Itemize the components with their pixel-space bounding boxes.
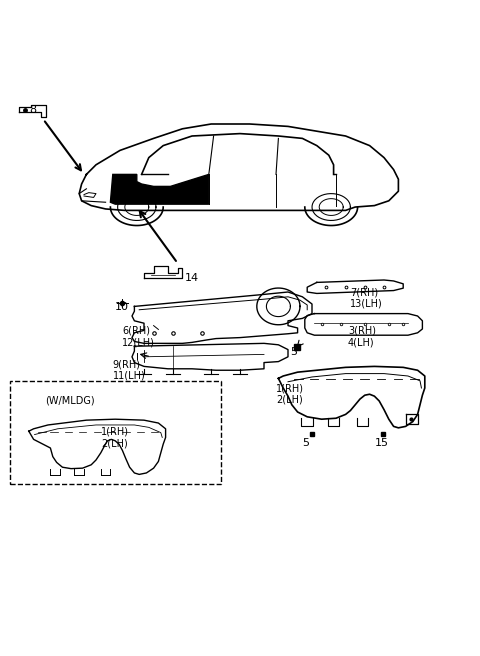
Text: 10: 10 bbox=[115, 302, 129, 312]
Text: 7(RH)
13(LH): 7(RH) 13(LH) bbox=[350, 287, 383, 309]
Text: 1(RH)
2(LH): 1(RH) 2(LH) bbox=[101, 426, 129, 448]
Text: 1(RH)
2(LH): 1(RH) 2(LH) bbox=[276, 383, 304, 405]
Polygon shape bbox=[110, 174, 209, 204]
FancyBboxPatch shape bbox=[10, 380, 221, 484]
Text: (W/MLDG): (W/MLDG) bbox=[46, 395, 95, 405]
Text: 3(RH)
4(LH): 3(RH) 4(LH) bbox=[348, 325, 376, 347]
Text: 5: 5 bbox=[290, 347, 298, 358]
Text: 5: 5 bbox=[302, 438, 310, 449]
Text: 15: 15 bbox=[374, 438, 388, 449]
Text: 6(RH)
12(LH): 6(RH) 12(LH) bbox=[122, 325, 155, 347]
Text: 14: 14 bbox=[185, 273, 199, 283]
Text: 9(RH)
11(LH): 9(RH) 11(LH) bbox=[113, 359, 145, 380]
Text: 8: 8 bbox=[29, 105, 36, 115]
